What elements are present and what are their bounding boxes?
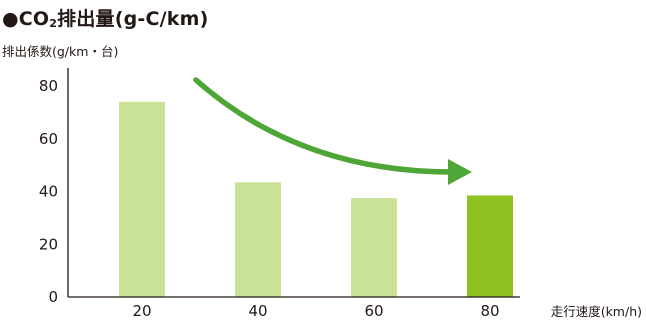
bar-40 [235, 182, 281, 297]
bar-60 [351, 198, 397, 297]
x-tick-label-40: 40 [248, 302, 267, 320]
trend-arrow-curve [193, 77, 455, 175]
bar-20 [119, 101, 165, 297]
y-tick-label-80: 80 [39, 77, 58, 95]
y-tick-label-40: 40 [39, 183, 58, 201]
y-tick-label-0: 0 [48, 288, 58, 306]
x-tick-label-20: 20 [132, 302, 151, 320]
x-tick-label-60: 60 [364, 302, 383, 320]
y-axis-label: 排出係数(g/km・台) [2, 44, 119, 59]
y-tick-label-20: 20 [39, 235, 58, 253]
x-axis-label: 走行速度(km/h) [551, 304, 642, 319]
y-tick-label-60: 60 [39, 130, 58, 148]
x-tick-label-80: 80 [480, 302, 499, 320]
trend-arrow-head [448, 159, 472, 185]
chart-title: ●CO2排出量(g-C/km) [2, 8, 209, 30]
bar-80 [467, 195, 513, 297]
